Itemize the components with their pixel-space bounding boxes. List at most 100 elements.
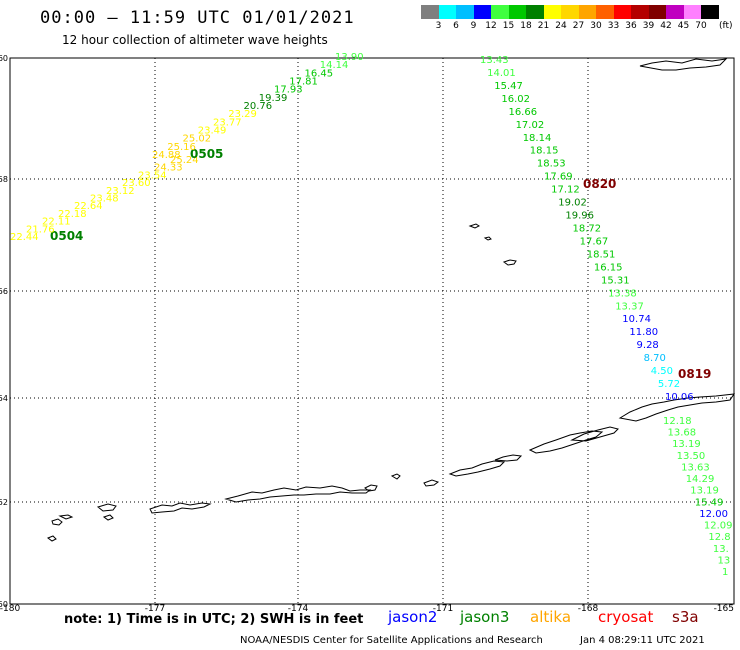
- swh-value: 1: [722, 567, 728, 578]
- colorbar-label: 45: [677, 21, 690, 31]
- colorbar-label: 15: [502, 21, 515, 31]
- swh-value: 14.14: [320, 60, 349, 71]
- satellite-legend-jason3: jason3: [460, 608, 510, 626]
- colorbar-swatch-6: [526, 5, 544, 19]
- map-grid: [10, 58, 734, 604]
- colorbar-label: 33: [607, 21, 620, 31]
- swh-value: 13.63: [681, 462, 710, 473]
- track-id-label: 0505: [190, 147, 223, 161]
- swh-value: 18.72: [573, 224, 602, 235]
- colorbar-label: 21: [537, 21, 550, 31]
- swh-value: 25.16: [167, 142, 196, 153]
- satellite-legend-s3a: s3a: [672, 608, 699, 626]
- swh-value: 12.18: [663, 416, 692, 427]
- colorbar-label: 3: [435, 21, 442, 31]
- colorbar-swatch-1: [438, 5, 456, 19]
- colorbar-swatch-12: [631, 5, 649, 19]
- colorbar-swatch-10: [596, 5, 614, 19]
- coast-st-matthew: [639, 58, 728, 71]
- swh-value: 17.81: [289, 77, 318, 88]
- swh-value: 25.02: [183, 134, 212, 145]
- colorbar-swatch-4: [491, 5, 509, 19]
- coast-andreanof: [224, 485, 372, 503]
- map-subtitle: 12 hour collection of altimeter wave hei…: [62, 33, 328, 47]
- generated-timestamp: Jan 4 08:29:11 UTC 2021: [580, 635, 705, 646]
- swh-value: 13.37: [615, 301, 644, 312]
- longitude-label: -168: [578, 604, 599, 614]
- colorbar-swatch-11: [613, 5, 631, 19]
- swh-value: 18.53: [537, 159, 566, 170]
- swh-value: 13.43: [480, 55, 509, 66]
- swh-value: 14.01: [487, 68, 516, 79]
- colorbar-tick-labels: 3 6 9 12 15 18 21 24 27 30 33 36 39 42 45 70: [421, 21, 740, 35]
- latitude-labels: 60 58 56 54 52 50: [0, 54, 8, 609]
- swh-value: 17.67: [580, 236, 609, 247]
- swh-value: 10.06: [665, 392, 694, 403]
- swh-value: 16.02: [501, 94, 530, 105]
- swh-value: 11.80: [629, 327, 658, 338]
- swh-value: 21.76: [26, 224, 55, 235]
- swh-value: 8.70: [644, 353, 666, 364]
- swh-value: 13.50: [677, 451, 706, 462]
- swh-value: 17.02: [516, 120, 545, 131]
- colorbar-label: 18: [520, 21, 532, 31]
- footer-note: note: 1) Time is in UTC; 2) SWH is in fe…: [64, 612, 364, 627]
- credit-line: NOAA/NESDIS Center for Satellite Applica…: [240, 635, 543, 646]
- colorbar-label: 6: [453, 21, 459, 31]
- swh-value: 23.29: [228, 109, 257, 120]
- swh-value: 17.12: [551, 185, 580, 196]
- wave-height-colorbar: [421, 5, 719, 19]
- colorbar-label: 9: [470, 21, 477, 31]
- swh-value: 22.11: [42, 217, 71, 228]
- swh-value: 4.50: [651, 366, 673, 377]
- longitude-label: -180: [0, 604, 20, 614]
- swh-value: 18.51: [587, 249, 616, 260]
- coast-umnak-unalaska: [448, 454, 523, 477]
- swh-value: 24.88: [152, 150, 181, 161]
- coastlines: [46, 58, 736, 542]
- swh-value: 13.38: [608, 288, 637, 299]
- coast-four-mountains: [364, 473, 440, 492]
- coast-unimak: [528, 426, 619, 454]
- coast-near-islands: [96, 503, 117, 521]
- coast-alaska-peninsula: [618, 393, 736, 422]
- colorbar-label: 70: [695, 21, 707, 31]
- colorbar-label: 12: [485, 21, 497, 31]
- latitude-label: 56: [0, 287, 8, 296]
- longitude-label: -174: [288, 604, 309, 614]
- swh-value: 23.77: [213, 117, 242, 128]
- swh-value: 23.48: [90, 194, 119, 205]
- colorbar-label: 30: [590, 21, 602, 31]
- swh-value: 20.76: [244, 101, 273, 112]
- swh-value: 23.49: [198, 126, 227, 137]
- map-title: 00:00 – 11:59 UTC 01/01/2021: [40, 8, 355, 28]
- swh-value: 23.54: [138, 170, 167, 181]
- colorbar-label: 39: [642, 21, 655, 31]
- colorbar-swatch-2: [456, 5, 474, 19]
- swh-value: 18.14: [523, 133, 552, 144]
- swh-value: 13: [717, 555, 730, 566]
- swh-value: 12.09: [704, 521, 733, 532]
- latitude-label: 58: [0, 175, 8, 184]
- swh-value: 13.19: [672, 439, 701, 450]
- swh-value: 16.15: [594, 262, 623, 273]
- colorbar-label: 24: [555, 21, 567, 31]
- coast-aleutian-west: [46, 514, 74, 542]
- swh-value: 12.8: [708, 532, 730, 543]
- swh-value: 25.24: [170, 155, 199, 166]
- coast-pribilof: [468, 223, 517, 266]
- colorbar-label: 27: [572, 21, 585, 31]
- satellite-legend-altika: altika: [530, 608, 572, 626]
- swh-value: 17.93: [274, 85, 303, 96]
- track-id-label: 0504: [50, 229, 83, 243]
- swh-value: 14.29: [686, 474, 715, 485]
- colorbar-swatch-3: [473, 5, 491, 19]
- swh-value: 24.33: [154, 163, 183, 174]
- colorbar-swatch-16: [701, 5, 719, 19]
- swh-value: 13.: [713, 544, 729, 555]
- map-frame: [9, 57, 735, 605]
- swh-value: 15.49: [695, 497, 724, 508]
- swh-value: 10.74: [622, 314, 651, 325]
- swh-value: 22.44: [10, 232, 39, 243]
